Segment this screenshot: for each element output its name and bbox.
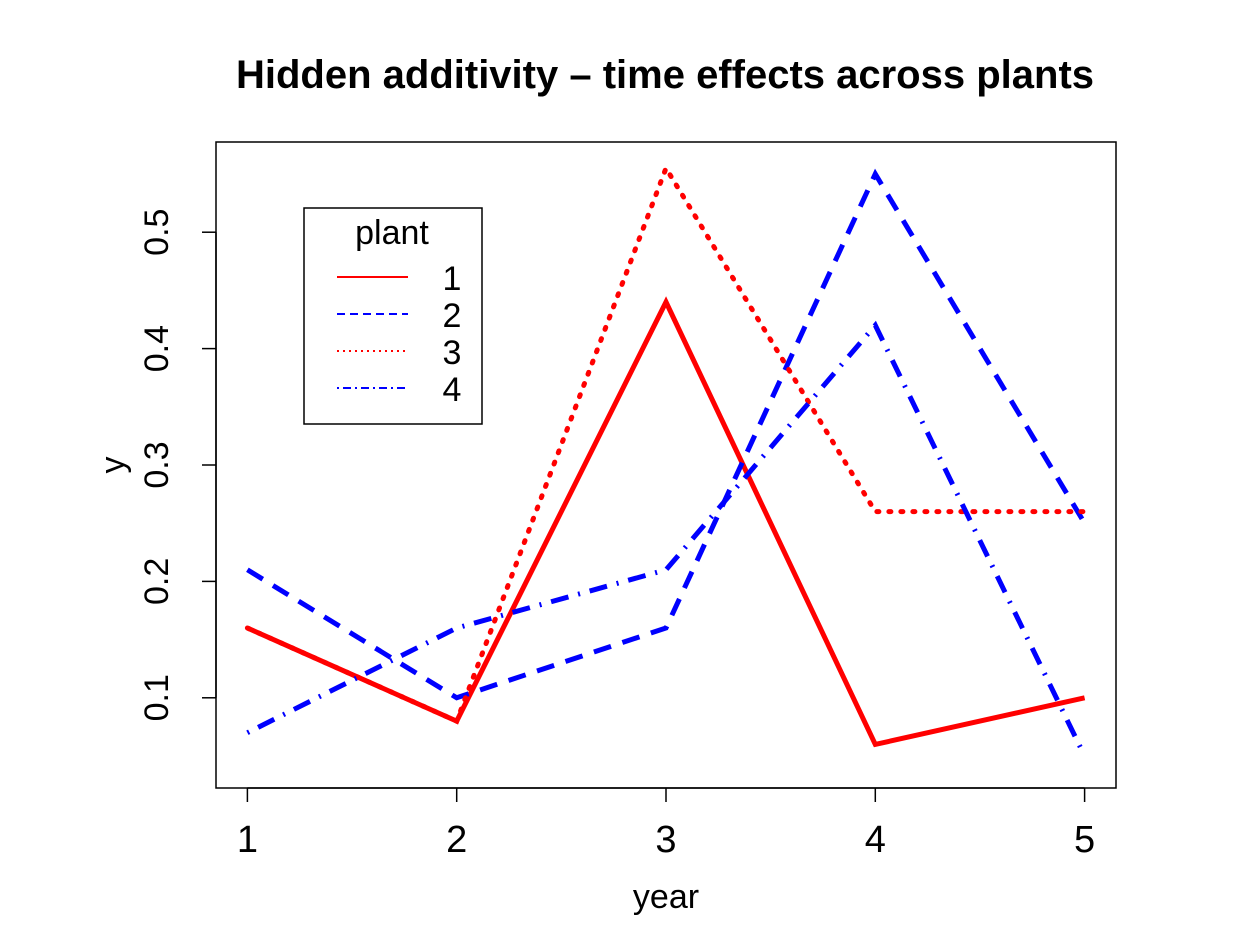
x-tick-label: 4 [865,819,886,861]
x-axis: 1 2 3 4 5 [237,787,1095,861]
y-axis-label: y [94,457,132,474]
y-tick-label: 0.2 [138,558,176,605]
series-line-3 [244,162,1088,725]
series-group [244,162,1088,758]
legend-label-2: 2 [443,297,462,335]
y-tick-label: 0.5 [138,209,176,256]
chart-title: Hidden additivity – time effects across … [236,53,1094,97]
y-tick-label: 0.3 [138,441,176,488]
series-line-4 [246,320,1087,758]
x-tick-label: 5 [1074,819,1095,861]
series-line-1 [246,296,1086,748]
legend-title: plant [355,214,429,252]
x-axis-label: year [633,878,699,916]
series-line-2 [246,168,1087,701]
y-axis: 0.1 0.2 0.3 0.4 0.5 [138,209,217,721]
x-tick-label: 1 [237,819,258,861]
x-tick-label: 3 [655,819,676,861]
legend-label-1: 1 [443,260,462,298]
legend-label-4: 4 [443,371,462,409]
y-tick-label: 0.1 [138,674,176,721]
y-tick-label: 0.4 [138,325,176,372]
legend-label-3: 3 [443,334,462,372]
x-tick-label: 2 [446,819,467,861]
